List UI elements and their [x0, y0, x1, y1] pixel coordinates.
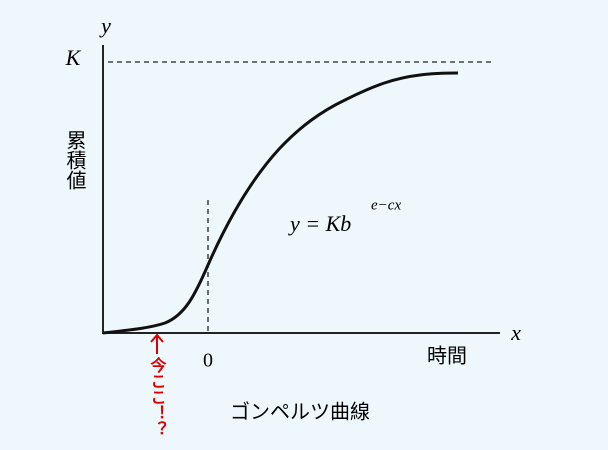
- caption: ゴンペルツ曲線: [230, 400, 370, 424]
- formula-base: y = Kb: [288, 211, 351, 236]
- annotation: 今ここ！？: [148, 356, 168, 437]
- k-label: K: [65, 45, 82, 70]
- x-axis-label: x: [510, 320, 521, 345]
- annotation-arrow: [150, 333, 164, 354]
- y-axis-label: y: [99, 13, 111, 38]
- formula-exponent: e−cx: [371, 197, 401, 213]
- x-title: 時間: [427, 344, 467, 368]
- origin-label: 0: [203, 350, 213, 372]
- gompertz-curve: [102, 71, 459, 335]
- y-title: 累積値: [63, 130, 87, 190]
